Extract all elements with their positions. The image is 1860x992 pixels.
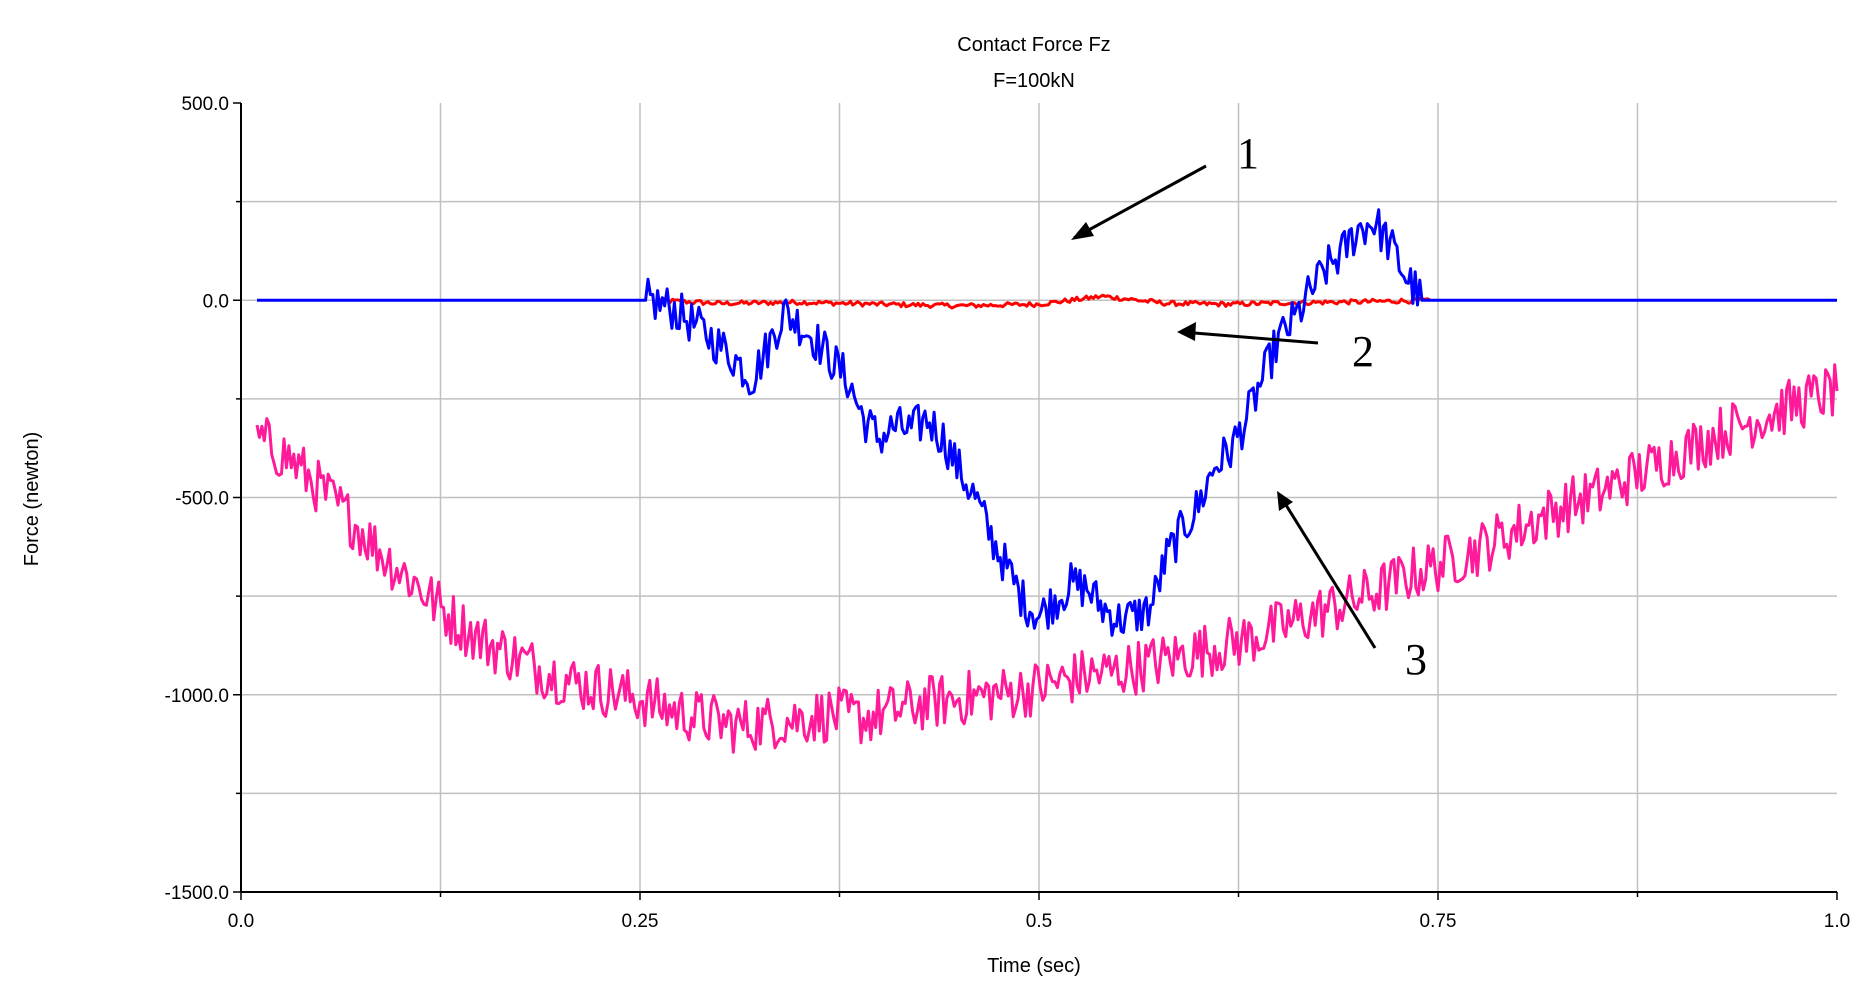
chart-subtitle: F=100kN [993,70,1075,92]
series-2-line [257,208,1837,637]
y-tick-label: -1500.0 [165,883,229,904]
tick-labels: 0.0 0.25 0.5 0.75 1.0 500.0 0.0 -500.0 -1000.0 -1… [165,94,1851,932]
y-axis-label: Force (newton) [21,432,43,567]
x-tick-label: 0.0 [228,911,254,932]
annotation-arrowhead-3 [1277,491,1293,511]
annotation-arrowhead-1 [1071,222,1094,240]
annotation-label-1: 1 [1237,129,1259,178]
y-tick-label: 500.0 [181,94,229,115]
annotation-arrow-1 [1073,164,1207,240]
annotation-arrow-3 [1279,496,1377,649]
annotations: 1 2 3 [1071,129,1427,684]
series-layer [255,208,1839,754]
annotation-arrowhead-2 [1177,322,1196,341]
grid-lines [241,103,1837,892]
x-axis-label: Time (sec) [987,955,1081,977]
annotation-label-2: 2 [1352,327,1374,376]
y-tick-label: 0.0 [203,291,229,312]
x-tick-label: 0.5 [1026,911,1052,932]
y-tick-label: -1000.0 [165,686,229,707]
chart-title: Contact Force Fz [957,34,1110,56]
x-tick-label: 0.25 [622,911,659,932]
x-tick-label: 0.75 [1420,911,1457,932]
annotation-arrow-2 [1181,330,1319,345]
y-tick-label: -500.0 [175,489,229,510]
series-3-line [255,363,1839,754]
annotation-label-3: 3 [1405,635,1427,684]
axes [233,102,1838,900]
x-tick-label: 1.0 [1824,911,1850,932]
